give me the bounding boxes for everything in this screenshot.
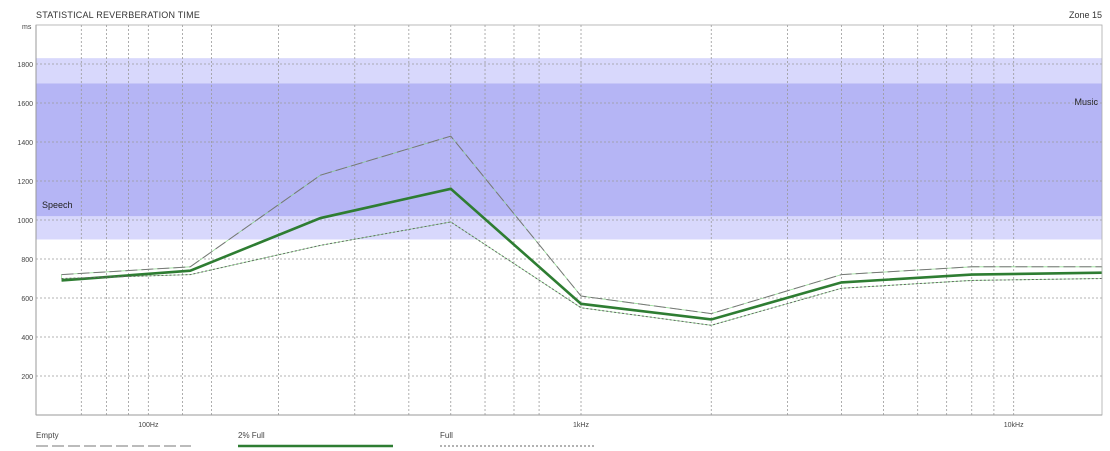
y-tick-label: 1400 <box>17 140 33 147</box>
band-label-music: Music <box>1074 97 1098 107</box>
x-tick-label: 100Hz <box>138 422 159 429</box>
y-tick-label: 1800 <box>17 62 33 69</box>
y-tick-label: 200 <box>21 374 33 381</box>
x-tick-label: 1kHz <box>573 422 589 429</box>
x-tick-label: 10kHz <box>1004 422 1024 429</box>
y-tick-label: 400 <box>21 335 33 342</box>
y-tick-label: 800 <box>21 257 33 264</box>
zone-label: Zone 15 <box>1068 10 1102 20</box>
legend-label-2-full: 2% Full <box>238 431 265 440</box>
plot-frame <box>35 24 1103 416</box>
band-label-speech: Speech <box>42 200 73 210</box>
legend-label-full: Full <box>440 431 453 440</box>
y-tick-label: 600 <box>21 296 33 303</box>
legend-label-empty: Empty <box>36 431 59 440</box>
y-tick-label: 1200 <box>17 179 33 186</box>
y-tick-label: 1000 <box>17 218 33 225</box>
y-tick-label: 1600 <box>17 101 33 108</box>
band-music <box>36 83 1102 217</box>
y-unit-label: ms <box>22 24 32 31</box>
chart-title: STATISTICAL REVERBERATION TIME <box>36 10 201 20</box>
series-line-full <box>61 221 1103 326</box>
